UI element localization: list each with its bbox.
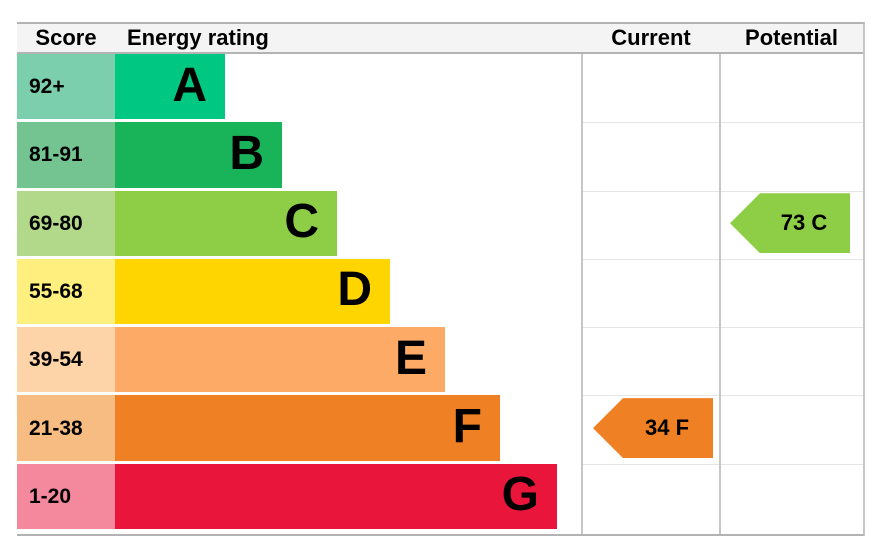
band-score-range: 21-38 [17, 395, 115, 461]
band-bar: C [115, 190, 337, 256]
row-separator-line [583, 395, 863, 396]
epc-table: Score Energy rating Current Potential 92… [17, 22, 865, 536]
header-energy-rating: Energy rating [127, 25, 269, 50]
band-bar: D [115, 258, 390, 325]
band-score-range: 1-20 [17, 463, 115, 529]
band-bar: E [115, 327, 445, 393]
band-letter: D [337, 263, 372, 317]
band-bar: B [115, 122, 282, 188]
row-separator-line [583, 464, 863, 465]
band-row-a: 92+ A [17, 54, 863, 122]
epc-bands-area: 92+ A 81-91 B 69-80 C 55-68 D 39-54 E 21… [17, 54, 863, 532]
divider-rating-current [581, 24, 583, 534]
band-row-e: 39-54 E [17, 327, 863, 395]
band-letter: B [229, 126, 264, 180]
band-row-c: 69-80 C [17, 190, 863, 259]
band-row-d: 55-68 D [17, 258, 863, 327]
row-separator-line [583, 191, 863, 192]
current-rating-label: 34 F [644, 415, 690, 441]
band-score-range: 69-80 [17, 190, 115, 256]
band-letter: G [501, 468, 539, 522]
potential-rating-arrow: 73 C [730, 193, 850, 254]
potential-rating-label: 73 C [780, 210, 828, 236]
row-separator-line [583, 259, 863, 260]
band-bar: G [115, 463, 557, 529]
band-row-b: 81-91 B [17, 122, 863, 190]
current-rating-arrow: 34 F [593, 398, 713, 459]
band-score-range: 81-91 [17, 122, 115, 188]
divider-current-potential [719, 24, 721, 534]
band-letter: A [172, 58, 207, 112]
band-letter: F [452, 400, 482, 454]
row-separator-line [583, 122, 863, 123]
band-letter: E [394, 331, 427, 385]
band-row-f: 21-38 F [17, 395, 863, 463]
epc-header-row: Score Energy rating Current Potential [17, 24, 863, 54]
band-score-range: 55-68 [17, 258, 115, 325]
header-potential: Potential [745, 25, 838, 50]
row-separator-line [583, 327, 863, 328]
header-score: Score [35, 25, 97, 50]
band-letter: C [284, 195, 319, 249]
band-score-range: 39-54 [17, 327, 115, 393]
band-score-range: 92+ [17, 54, 115, 120]
band-bar: F [115, 395, 500, 461]
band-row-g: 1-20 G [17, 463, 863, 532]
header-current: Current [611, 25, 691, 50]
band-bar: A [115, 54, 225, 120]
